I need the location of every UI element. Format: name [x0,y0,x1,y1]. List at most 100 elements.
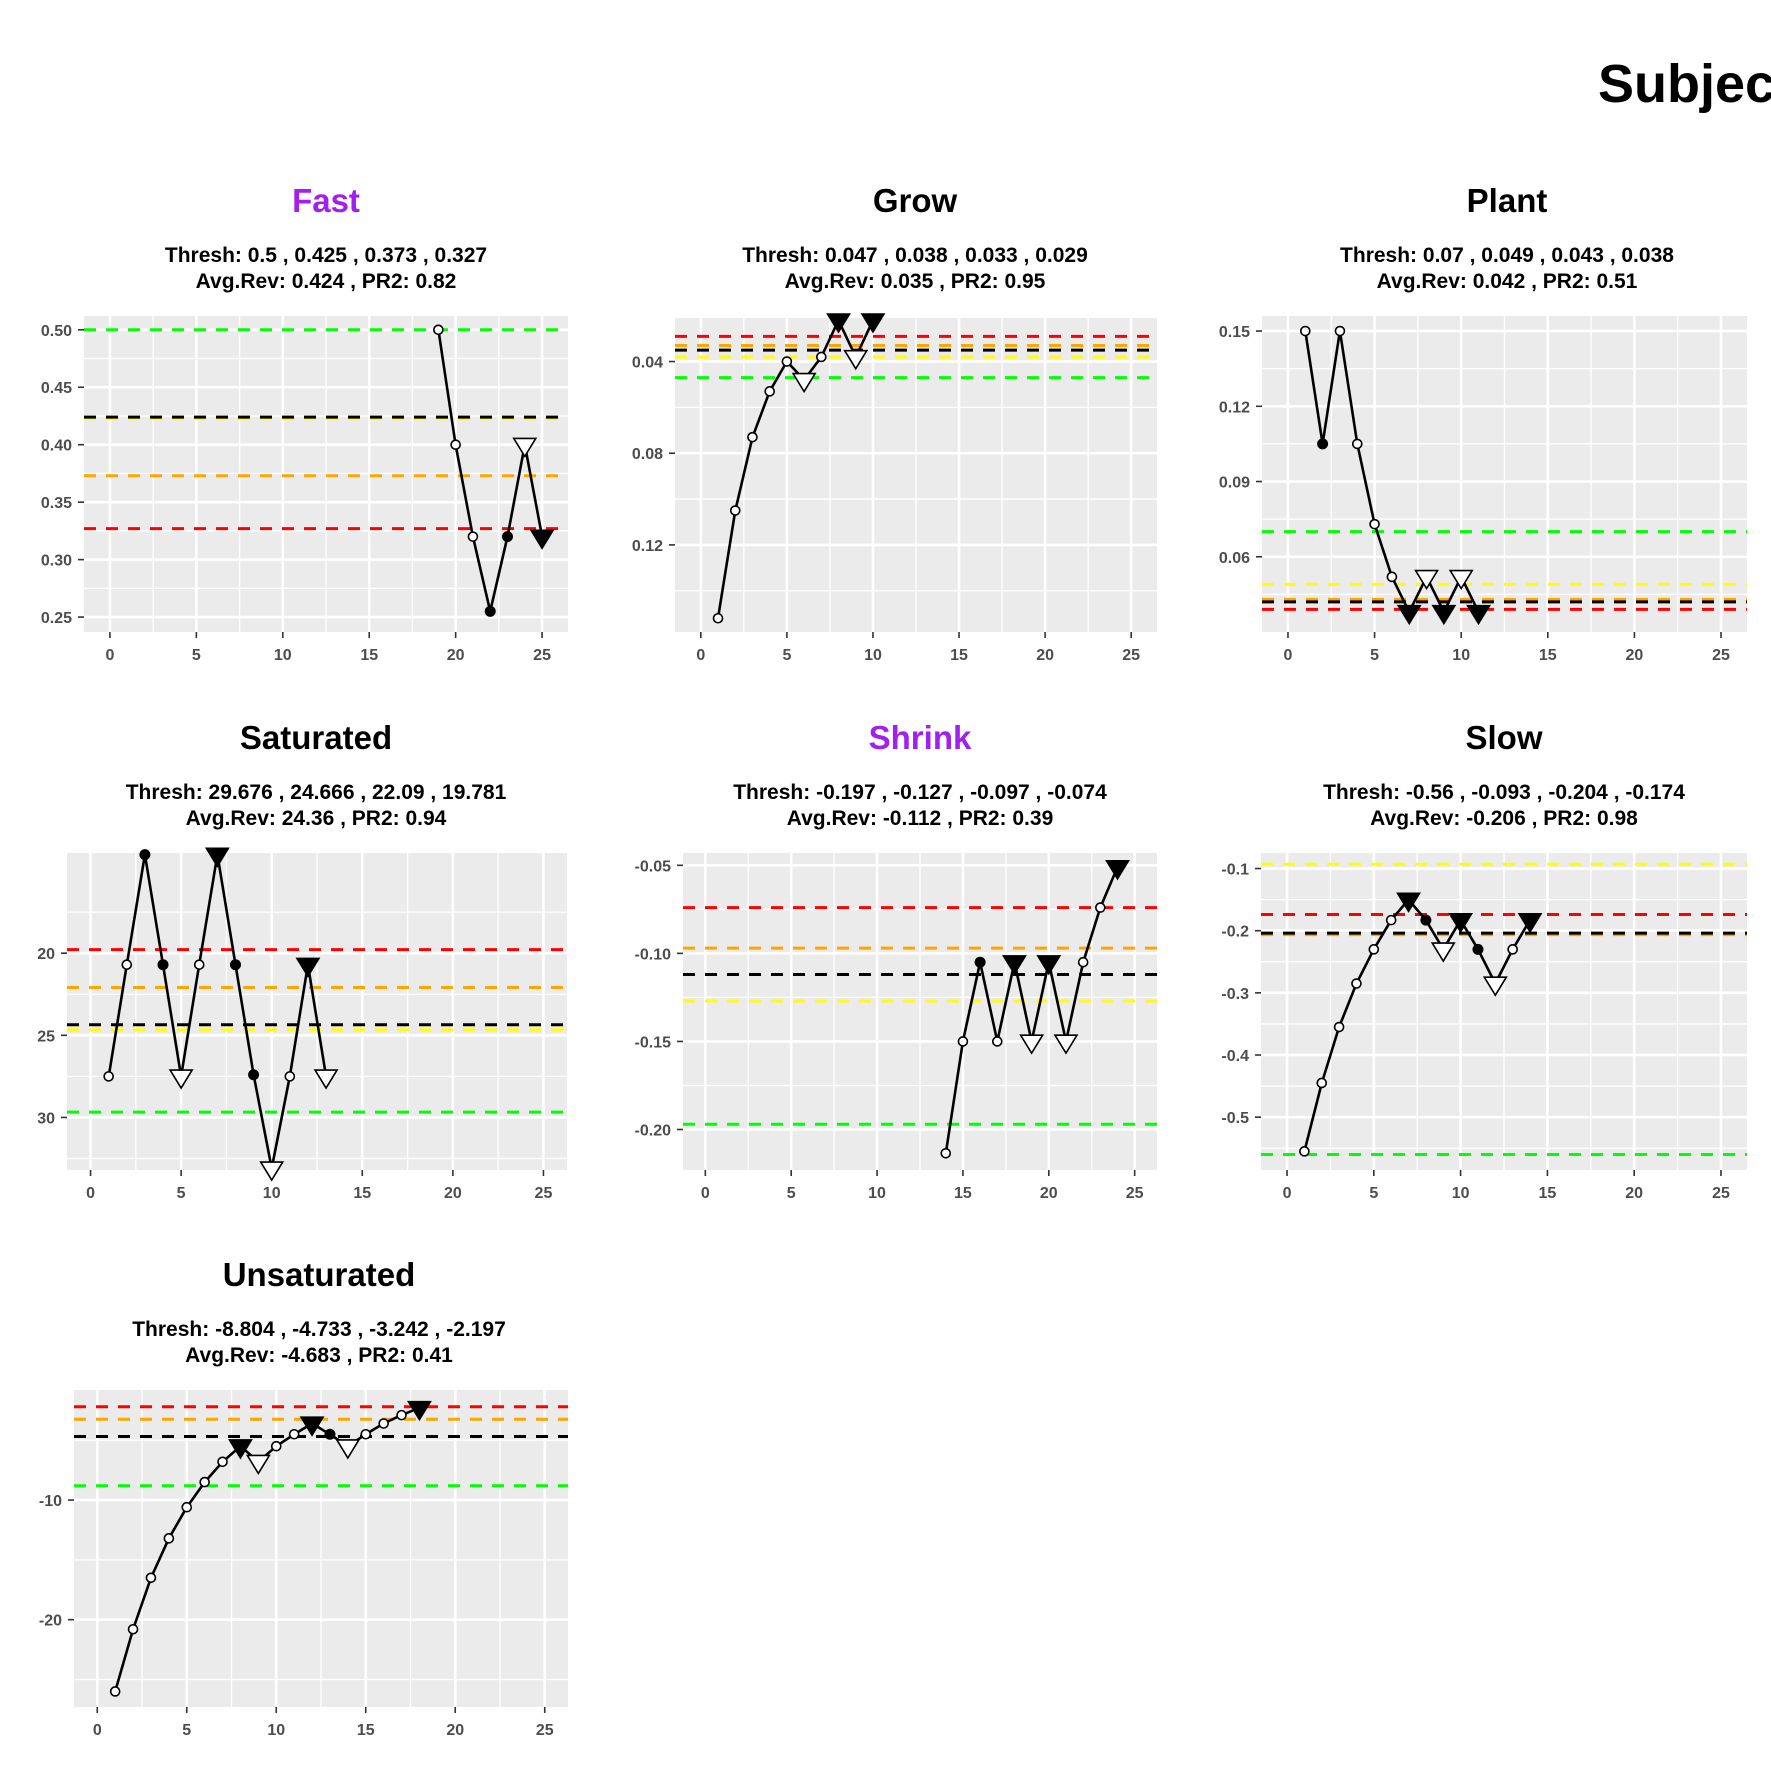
reversal-marker-filled [1036,955,1062,976]
x-tick-label: 10 [864,647,882,664]
x-tick-label: 15 [950,647,968,664]
y-tick-label: 0.09 [1219,475,1250,492]
data-point-filled [324,1428,336,1440]
x-tick-label: 10 [1452,647,1470,664]
reversal-marker-filled [1517,913,1543,934]
y-tick-label: 0.30 [41,553,72,570]
reversal-marker-open [1430,942,1456,963]
data-point [1385,914,1397,926]
data-point [360,1428,372,1440]
data-point [1369,518,1380,530]
reversal-marker-open [1053,1034,1079,1055]
x-tick-label: 15 [353,1185,371,1202]
x-tick-label: 5 [182,1722,191,1739]
panel-avgrev-label: Avg.Rev: -4.683 , PR2: 0.41 [185,1344,453,1367]
data-point [1351,978,1362,989]
x-tick-label: 0 [1283,1185,1292,1202]
data-point [1333,1021,1345,1033]
reversal-marker-filled [1466,604,1491,626]
y-tick-label: 0.15 [1219,324,1250,341]
x-tick-label: 25 [536,1722,554,1739]
data-point [109,1686,121,1697]
y-tick-label: -0.20 [635,1122,672,1139]
data-point [433,324,444,336]
reversal-marker-open [1482,976,1508,997]
x-tick-label: 15 [360,647,378,664]
data-point [816,351,827,363]
reversal-marker-filled [860,313,886,334]
x-tick-label: 15 [1539,647,1557,664]
panel-grow: Grow Thresh: 0.047 , 0.038 , 0.033 , 0.02… [632,182,1157,664]
x-tick-label: 20 [446,1722,464,1739]
reversal-marker-filled [1448,913,1474,934]
x-tick-label: 20 [447,647,465,664]
y-tick-label: 0.06 [1219,550,1250,567]
data-point [1299,1146,1310,1157]
panel-slow: Slow Thresh: -0.56 , -0.093 , -0.204 , -0… [1221,719,1747,1202]
data-point [940,1147,952,1159]
data-point [193,959,205,970]
x-tick-label: 5 [177,1185,186,1202]
data-point [1507,944,1518,955]
x-tick-label: 0 [696,647,705,664]
reversal-marker-filled [1396,604,1422,626]
data-point [1300,325,1311,337]
y-tick-label: 0.12 [1219,399,1250,416]
y-tick-label: 0.50 [41,323,72,340]
data-point [1334,325,1346,337]
data-point [1386,571,1398,583]
data-point [957,1036,969,1047]
x-tick-label: 0 [93,1722,102,1739]
panel-thresh-label: Thresh: 0.5 , 0.425 , 0.373 , 0.327 [165,244,487,267]
y-tick-label: 0.35 [41,495,72,512]
panel-thresh-label: Thresh: -0.197 , -0.127 , -0.097 , -0.07… [733,781,1107,804]
x-tick-label: 25 [1126,1185,1144,1202]
x-tick-label: 20 [1040,1185,1058,1202]
reversal-marker-open [259,1161,285,1182]
data-point-filled [248,1069,260,1081]
x-tick-label: 0 [86,1185,95,1202]
data-point [1351,438,1363,450]
panel-shrink: Shrink Thresh: -0.197 , -0.127 , -0.097 ,… [635,719,1157,1202]
panel-avgrev-label: Avg.Rev: -0.206 , PR2: 0.98 [1370,807,1638,830]
panel-thresh-label: Thresh: 0.047 , 0.038 , 0.033 , 0.029 [742,244,1088,267]
reversal-marker-filled [299,1416,325,1437]
x-tick-label: 10 [267,1722,285,1739]
panel-plant: Plant Thresh: 0.07 , 0.049 , 0.043 , 0.03… [1219,182,1747,664]
y-tick-label: 0.25 [41,610,72,627]
reversal-marker-open [245,1454,271,1476]
x-tick-label: 5 [192,647,201,664]
y-tick-label: -0.15 [635,1034,672,1051]
data-point-filled [1317,438,1329,450]
x-tick-label: 5 [787,1185,796,1202]
panel-title: Unsaturated [223,1256,416,1293]
x-tick-label: 15 [954,1185,972,1202]
data-point [378,1418,389,1429]
data-point [1077,956,1089,968]
data-point-filled [1420,914,1432,926]
x-tick-label: 25 [533,647,551,664]
figure-title: Subjec [1598,54,1771,114]
data-point-filled [502,531,513,543]
y-tick-label: 0.04 [632,355,663,372]
x-tick-label: 15 [357,1722,375,1739]
data-point-filled [139,849,151,861]
x-tick-label: 25 [535,1185,553,1202]
x-tick-label: 10 [263,1185,281,1202]
reversal-marker-open [512,437,538,458]
reversal-marker-open [313,1069,339,1090]
data-point [199,1476,210,1488]
panel-avgrev-label: Avg.Rev: 24.36 , PR2: 0.94 [186,807,447,830]
reversal-marker-filled [1396,892,1421,913]
y-tick-label: -20 [39,1613,62,1630]
y-tick-label: 25 [37,1028,55,1045]
y-tick-label: -0.05 [635,858,672,875]
data-point [1368,944,1380,955]
data-point [284,1071,296,1082]
y-tick-label: -0.3 [1221,986,1249,1003]
data-point-filled [484,605,496,617]
x-tick-label: 20 [1036,647,1054,664]
x-tick-label: 20 [1625,1185,1643,1202]
panel-unsaturated: Unsaturated Thresh: -8.804 , -4.733 , -3.… [39,1256,568,1739]
data-point [712,612,724,624]
